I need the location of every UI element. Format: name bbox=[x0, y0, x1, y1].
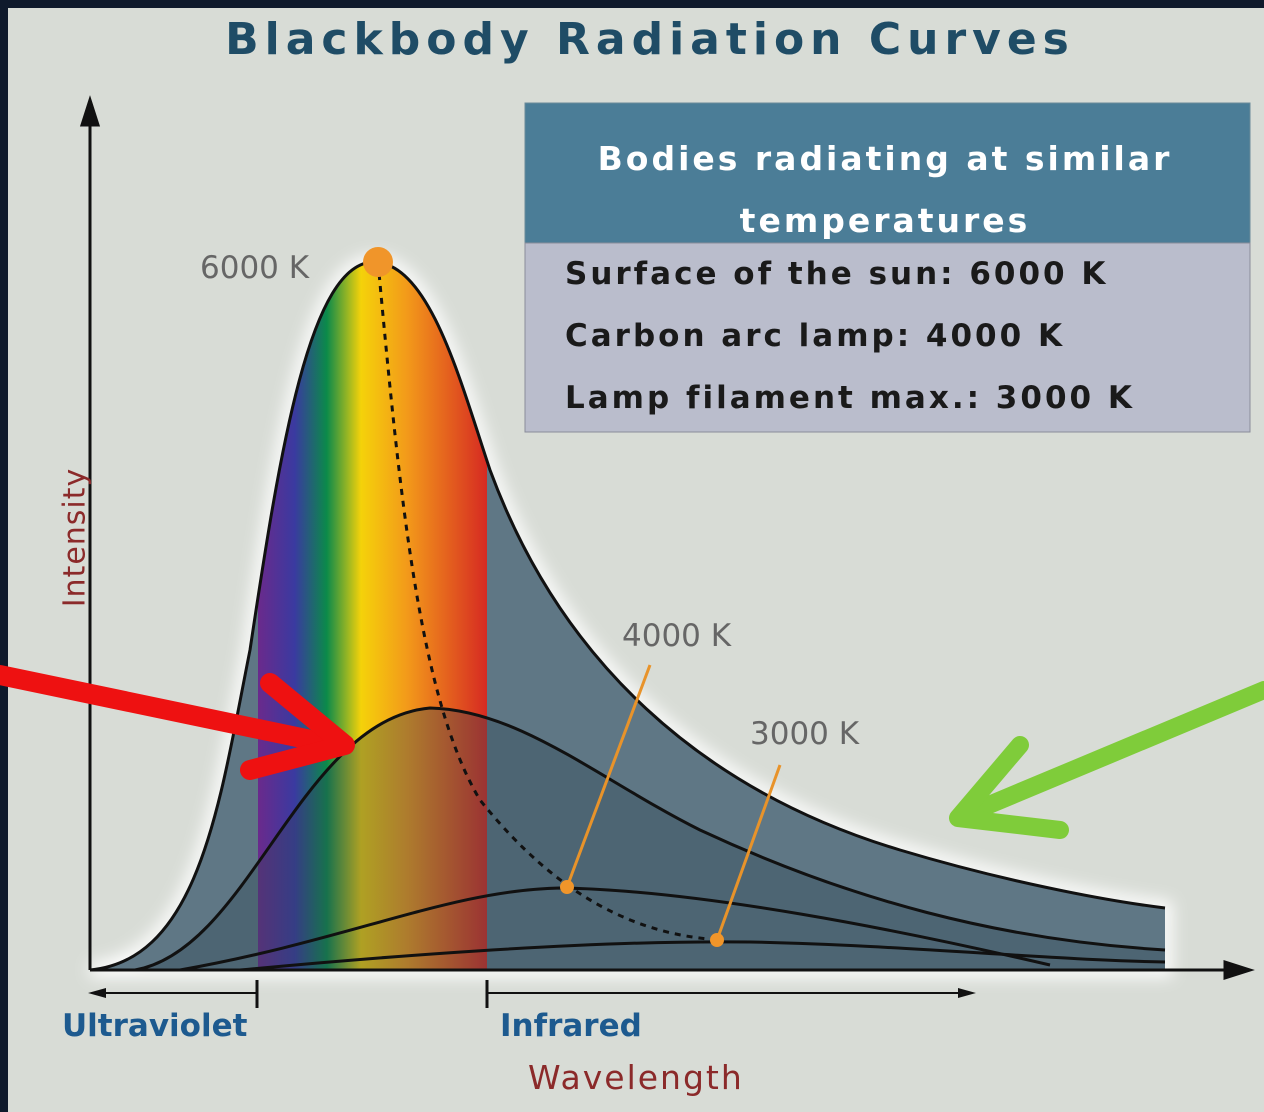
region-label: Ultraviolet bbox=[62, 1008, 247, 1044]
peak-dot bbox=[710, 933, 724, 947]
box-row: Surface of the sun: 6000 K bbox=[565, 256, 1108, 292]
peak-dot bbox=[560, 880, 574, 894]
region-label: Infrared bbox=[500, 1008, 642, 1044]
curve-label: 3000 K bbox=[750, 716, 859, 752]
title: Blackbody Radiation Curves bbox=[0, 14, 1264, 65]
box-row: Carbon arc lamp: 4000 K bbox=[565, 318, 1065, 354]
box-row: Lamp filament max.: 3000 K bbox=[565, 380, 1135, 416]
peak-dot bbox=[363, 247, 393, 277]
box-heading: Bodies radiating at similar temperatures bbox=[525, 128, 1205, 252]
y-axis-label: Intensity bbox=[57, 468, 92, 608]
page: Blackbody Radiation Curves Bodies radiat… bbox=[0, 0, 1264, 1112]
curve-label: 6000 K bbox=[200, 250, 309, 286]
curve-label: 4000 K bbox=[622, 618, 731, 654]
x-axis-label: Wavelength bbox=[528, 1058, 744, 1097]
